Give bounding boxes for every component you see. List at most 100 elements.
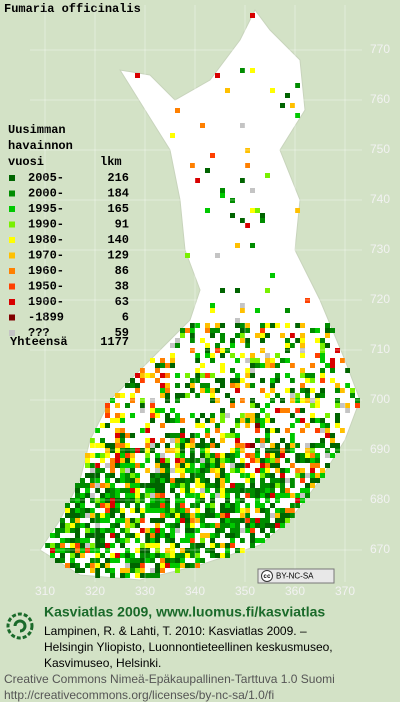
grid-cell	[255, 208, 260, 213]
grid-cell	[235, 448, 240, 453]
grid-cell	[75, 488, 80, 493]
grid-cell	[300, 488, 305, 493]
grid-cell	[200, 478, 205, 483]
grid-cell	[300, 478, 305, 483]
grid-cell	[195, 393, 200, 398]
grid-cell	[170, 343, 175, 348]
grid-cell	[190, 548, 195, 553]
grid-cell	[255, 438, 260, 443]
grid-cell	[115, 508, 120, 513]
grid-cell	[190, 493, 195, 498]
grid-cell	[290, 443, 295, 448]
grid-cell	[175, 438, 180, 443]
grid-cell	[255, 358, 260, 363]
grid-cell	[85, 543, 90, 548]
legend-count: 59	[115, 326, 129, 340]
grid-cell	[125, 473, 130, 478]
grid-cell	[120, 488, 125, 493]
grid-cell	[160, 503, 165, 508]
grid-cell	[60, 518, 65, 523]
grid-cell	[190, 333, 195, 338]
grid-cell	[65, 508, 70, 513]
x-axis-label: 350	[235, 584, 255, 598]
grid-cell	[140, 368, 145, 373]
grid-cell	[100, 438, 105, 443]
grid-cell	[110, 503, 115, 508]
grid-cell	[140, 483, 145, 488]
grid-cell	[190, 388, 195, 393]
grid-cell	[205, 328, 210, 333]
grid-cell	[275, 428, 280, 433]
grid-cell	[115, 493, 120, 498]
grid-cell	[270, 523, 275, 528]
grid-cell	[100, 443, 105, 448]
grid-cell	[165, 498, 170, 503]
grid-cell	[295, 208, 300, 213]
grid-cell	[290, 478, 295, 483]
grid-cell	[235, 418, 240, 423]
grid-cell	[340, 388, 345, 393]
grid-cell	[235, 463, 240, 468]
y-axis-label: 760	[370, 92, 390, 106]
grid-cell	[270, 378, 275, 383]
grid-cell	[260, 528, 265, 533]
total-count: 1177	[100, 335, 129, 349]
grid-cell	[140, 568, 145, 573]
grid-cell	[160, 408, 165, 413]
grid-cell	[275, 523, 280, 528]
grid-cell	[95, 558, 100, 563]
grid-cell	[120, 478, 125, 483]
grid-cell	[200, 443, 205, 448]
grid-cell	[260, 508, 265, 513]
grid-cell	[135, 573, 140, 578]
grid-cell	[200, 538, 205, 543]
grid-cell	[80, 538, 85, 543]
grid-cell	[215, 253, 220, 258]
grid-cell	[315, 463, 320, 468]
grid-cell	[195, 368, 200, 373]
grid-cell	[205, 383, 210, 388]
grid-cell	[220, 438, 225, 443]
grid-cell	[250, 418, 255, 423]
grid-cell	[150, 503, 155, 508]
grid-cell	[75, 568, 80, 573]
grid-cell	[270, 363, 275, 368]
grid-cell	[140, 558, 145, 563]
grid-cell	[65, 548, 70, 553]
grid-cell	[280, 488, 285, 493]
grid-cell	[245, 423, 250, 428]
grid-cell	[160, 468, 165, 473]
grid-cell	[150, 413, 155, 418]
grid-cell	[130, 533, 135, 538]
legend-heading: vuosi	[8, 155, 44, 169]
grid-cell	[150, 553, 155, 558]
grid-cell	[270, 323, 275, 328]
grid-cell	[120, 433, 125, 438]
grid-cell	[310, 413, 315, 418]
grid-cell	[180, 553, 185, 558]
grid-cell	[175, 413, 180, 418]
grid-cell	[270, 453, 275, 458]
grid-cell	[315, 473, 320, 478]
grid-cell	[230, 353, 235, 358]
grid-cell	[125, 443, 130, 448]
grid-cell	[280, 523, 285, 528]
grid-cell	[110, 568, 115, 573]
grid-cell	[120, 468, 125, 473]
grid-cell	[320, 378, 325, 383]
grid-cell	[200, 513, 205, 518]
grid-cell	[95, 538, 100, 543]
grid-cell	[135, 508, 140, 513]
grid-cell	[180, 448, 185, 453]
grid-cell	[330, 368, 335, 373]
grid-cell	[260, 503, 265, 508]
grid-cell	[310, 448, 315, 453]
grid-cell	[265, 418, 270, 423]
grid-cell	[115, 533, 120, 538]
grid-cell	[335, 383, 340, 388]
grid-cell	[185, 493, 190, 498]
grid-cell	[100, 528, 105, 533]
grid-cell	[235, 493, 240, 498]
legend-label: 2000-	[28, 187, 64, 201]
grid-cell	[160, 493, 165, 498]
